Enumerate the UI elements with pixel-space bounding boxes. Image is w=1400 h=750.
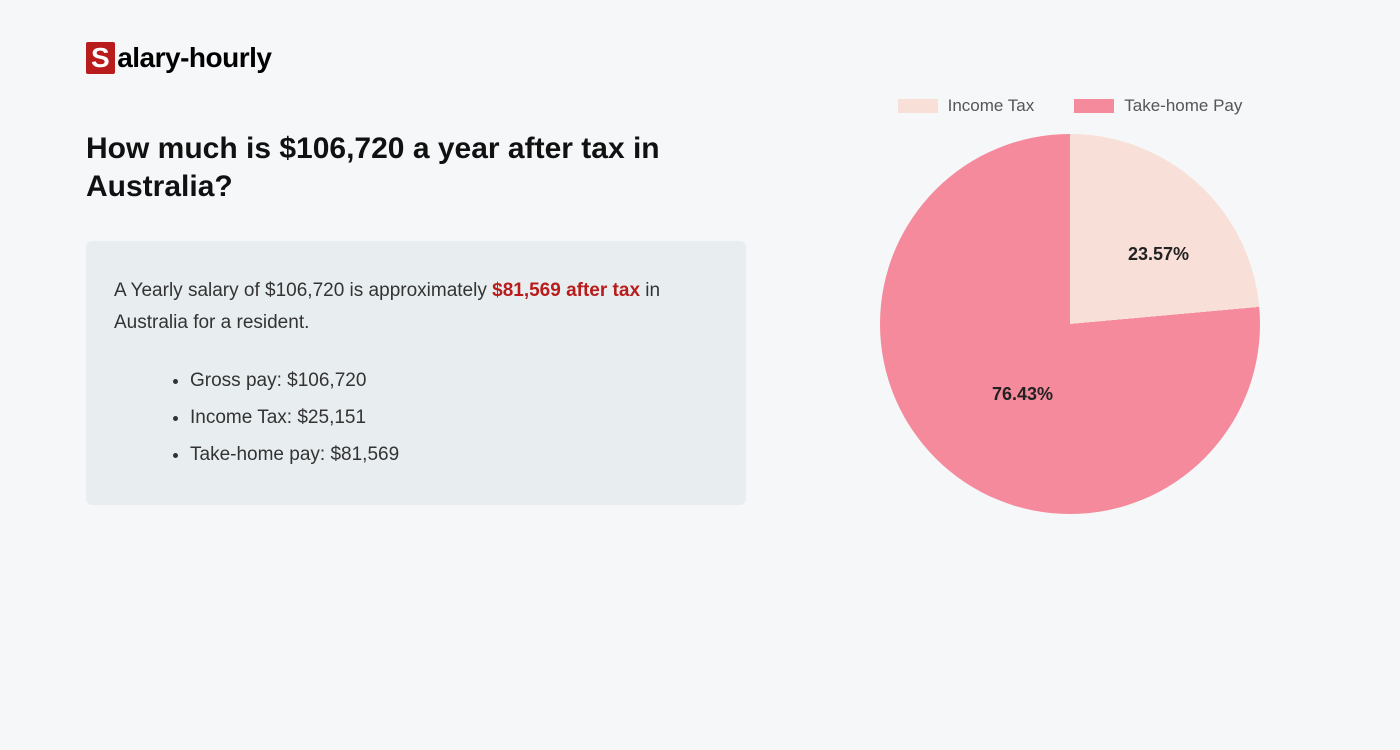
page-headline: How much is $106,720 a year after tax in… — [86, 130, 746, 205]
legend-item-take-home: Take-home Pay — [1074, 96, 1242, 116]
summary-list: Gross pay: $106,720 Income Tax: $25,151 … — [114, 362, 718, 473]
legend-swatch — [898, 99, 938, 113]
legend-swatch — [1074, 99, 1114, 113]
pie-slice-label: 23.57% — [1128, 244, 1189, 265]
legend-label: Income Tax — [948, 96, 1035, 116]
summary-pre: A Yearly salary of $106,720 is approxima… — [114, 280, 492, 301]
logo-badge: S — [86, 42, 115, 74]
pie-chart-area: Income Tax Take-home Pay 23.57% 76.43% — [820, 96, 1320, 514]
logo-text: alary-hourly — [117, 42, 271, 74]
list-item: Take-home pay: $81,569 — [190, 436, 718, 473]
legend-item-income-tax: Income Tax — [898, 96, 1035, 116]
pie-slice-label: 76.43% — [992, 384, 1053, 405]
summary-text: A Yearly salary of $106,720 is approxima… — [114, 275, 718, 340]
summary-highlight: $81,569 after tax — [492, 280, 640, 301]
summary-box: A Yearly salary of $106,720 is approxima… — [86, 241, 746, 505]
list-item: Gross pay: $106,720 — [190, 362, 718, 399]
pie-wrap: 23.57% 76.43% — [880, 134, 1260, 514]
chart-legend: Income Tax Take-home Pay — [820, 96, 1320, 116]
pie-chart — [880, 134, 1260, 514]
legend-label: Take-home Pay — [1124, 96, 1242, 116]
brand-logo: Salary-hourly — [86, 42, 271, 74]
list-item: Income Tax: $25,151 — [190, 399, 718, 436]
content-left: How much is $106,720 a year after tax in… — [86, 130, 746, 505]
